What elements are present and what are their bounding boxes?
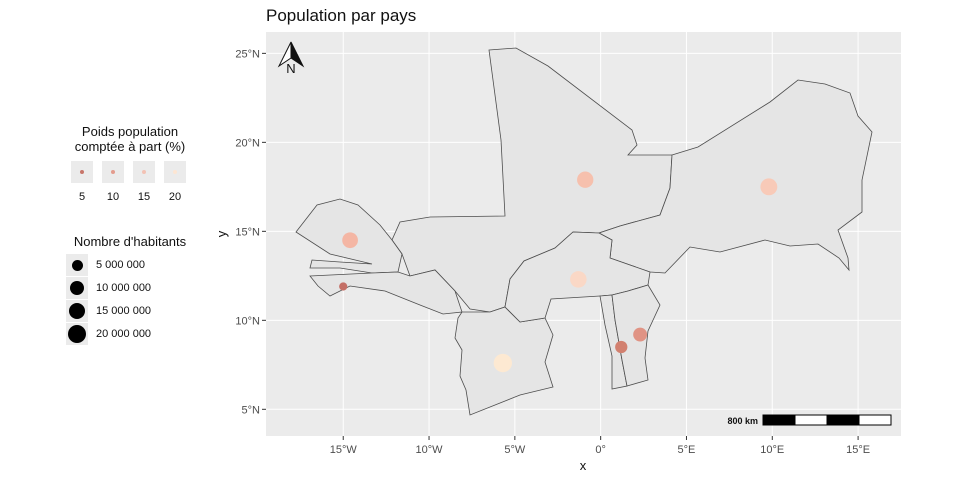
y-tick-label: 15°N — [235, 226, 260, 238]
legend-share-key — [164, 161, 186, 183]
legend-share-label: 10 — [106, 191, 120, 203]
x-tick-label: 5°W — [504, 444, 526, 456]
x-axis-ticks: 15°W 10°W 5°W 0° 5°E 10°E 15°E — [330, 436, 870, 456]
legend-size-dot — [70, 281, 84, 295]
legend-size-key — [66, 323, 88, 345]
legend-size-key — [66, 277, 88, 299]
x-axis-title: x — [580, 458, 587, 473]
x-tick-label: 15°E — [846, 444, 870, 456]
country-guinea — [309, 269, 463, 315]
population-point — [615, 340, 628, 354]
north-arrow-icon: N — [277, 41, 305, 76]
legend-share-label: 15 — [137, 191, 151, 203]
x-tick-label: 15°W — [330, 444, 358, 456]
scale-bar: 800 km — [727, 414, 892, 426]
x-tick-label: 10°E — [760, 444, 784, 456]
legend-share-dot — [80, 170, 84, 174]
y-tick-label: 10°N — [235, 315, 260, 327]
north-arrow-label: N — [286, 61, 295, 76]
legend-share-title: Poids population comptée à part (%) — [60, 124, 200, 154]
legend-size-label: 15 000 000 — [96, 305, 152, 317]
legend-share-dot — [173, 170, 177, 174]
legend-size-label: 10 000 000 — [96, 282, 152, 294]
legend-size-dot — [68, 325, 86, 343]
population-point — [342, 232, 358, 249]
legend-share-key — [71, 161, 93, 183]
population-point — [633, 327, 648, 342]
legend-share-dot — [111, 170, 115, 174]
legend-share-label: 5 — [78, 191, 86, 203]
population-points — [339, 171, 778, 373]
population-point — [577, 171, 594, 188]
page-title: Population par pays — [266, 6, 417, 25]
legend-share-title-line1: Poids population — [81, 124, 179, 139]
x-tick-label: 0° — [595, 444, 606, 456]
legend-size-key — [66, 254, 88, 276]
y-tick-label: 25°N — [235, 48, 260, 60]
legend-share-title-line2: comptée à part (%) — [74, 139, 186, 154]
legend-size-label: 20 000 000 — [96, 328, 152, 340]
legend-share-key — [102, 161, 124, 183]
legend-share-key — [133, 161, 155, 183]
population-point — [339, 282, 348, 291]
legend-share-label: 20 — [168, 191, 182, 203]
y-axis-ticks: 5°N 10°N 15°N 20°N 25°N — [235, 48, 266, 416]
y-axis-title: y — [214, 230, 229, 237]
legend-share-dot — [142, 170, 146, 174]
legend-size-dot — [71, 259, 83, 271]
scale-bar-label: 800 km — [727, 416, 758, 426]
population-point — [493, 353, 513, 373]
legend-size-key — [66, 300, 88, 322]
population-point — [570, 271, 587, 288]
y-tick-label: 20°N — [235, 137, 260, 149]
legend-size-dot — [68, 302, 86, 320]
population-point — [760, 178, 778, 196]
legend-size-label: 5 000 000 — [96, 259, 145, 271]
x-tick-label: 10°W — [416, 444, 444, 456]
x-tick-label: 5°E — [678, 444, 696, 456]
y-tick-label: 5°N — [242, 404, 261, 416]
legend-size-title: Nombre d'habitants — [73, 234, 187, 249]
